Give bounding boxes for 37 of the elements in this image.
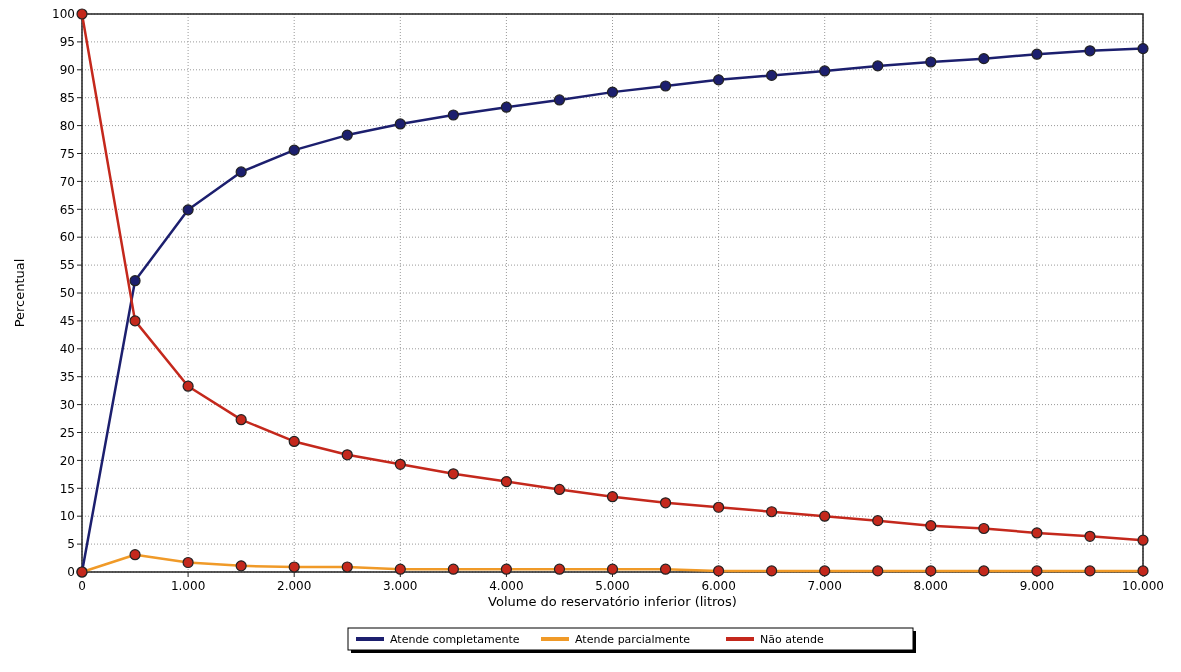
y-tick-label: 40 (59, 342, 75, 356)
y-tick-label: 85 (59, 90, 75, 105)
y-tick-label: 55 (59, 258, 75, 273)
y-tick-label: 20 (59, 453, 75, 468)
y-tick-label: 30 (59, 397, 75, 412)
y-tick-label: 100 (52, 7, 75, 22)
y-tick-label: 35 (59, 369, 75, 384)
legend-label: Atende parcialmente (575, 632, 691, 646)
y-tick-label: 10 (59, 509, 75, 524)
y-tick-label: 25 (59, 425, 75, 440)
y-tick-label: 70 (59, 174, 75, 189)
x-axis-title: Volume do reservatório inferior (litros) (488, 594, 737, 609)
x-tick-label: 2.000 (277, 579, 312, 593)
x-tick-label: 10.000 (1122, 579, 1164, 593)
x-tick-label: 0 (78, 579, 86, 593)
y-tick-label: 60 (59, 230, 75, 245)
y-tick-label: 5 (67, 537, 75, 552)
y-tick-label: 50 (59, 286, 75, 301)
y-tick-label: 95 (59, 35, 75, 50)
y-tick-label: 90 (59, 63, 75, 77)
x-tick-label: 7.000 (807, 579, 842, 593)
x-tick-label: 6.000 (701, 579, 736, 593)
x-tick-label: 1.000 (170, 579, 206, 593)
y-tick-label: 65 (59, 202, 75, 217)
y-tick-label: 75 (59, 146, 75, 161)
y-tick-label: 0 (67, 565, 75, 580)
legend-label: Atende completamente (390, 632, 520, 646)
y-tick-label: 15 (59, 481, 75, 496)
x-tick-label: 9.000 (1019, 579, 1055, 593)
x-tick-label: 4.000 (489, 579, 524, 593)
x-tick-label: 3.000 (383, 579, 418, 593)
x-tick-label: 5.000 (595, 579, 630, 593)
y-axis-title: Percentual (12, 258, 27, 328)
y-tick-label: 80 (59, 118, 75, 133)
x-tick-label: 8.000 (913, 579, 948, 593)
legend-label: Não atende (760, 632, 824, 646)
y-tick-label: 45 (59, 314, 75, 329)
